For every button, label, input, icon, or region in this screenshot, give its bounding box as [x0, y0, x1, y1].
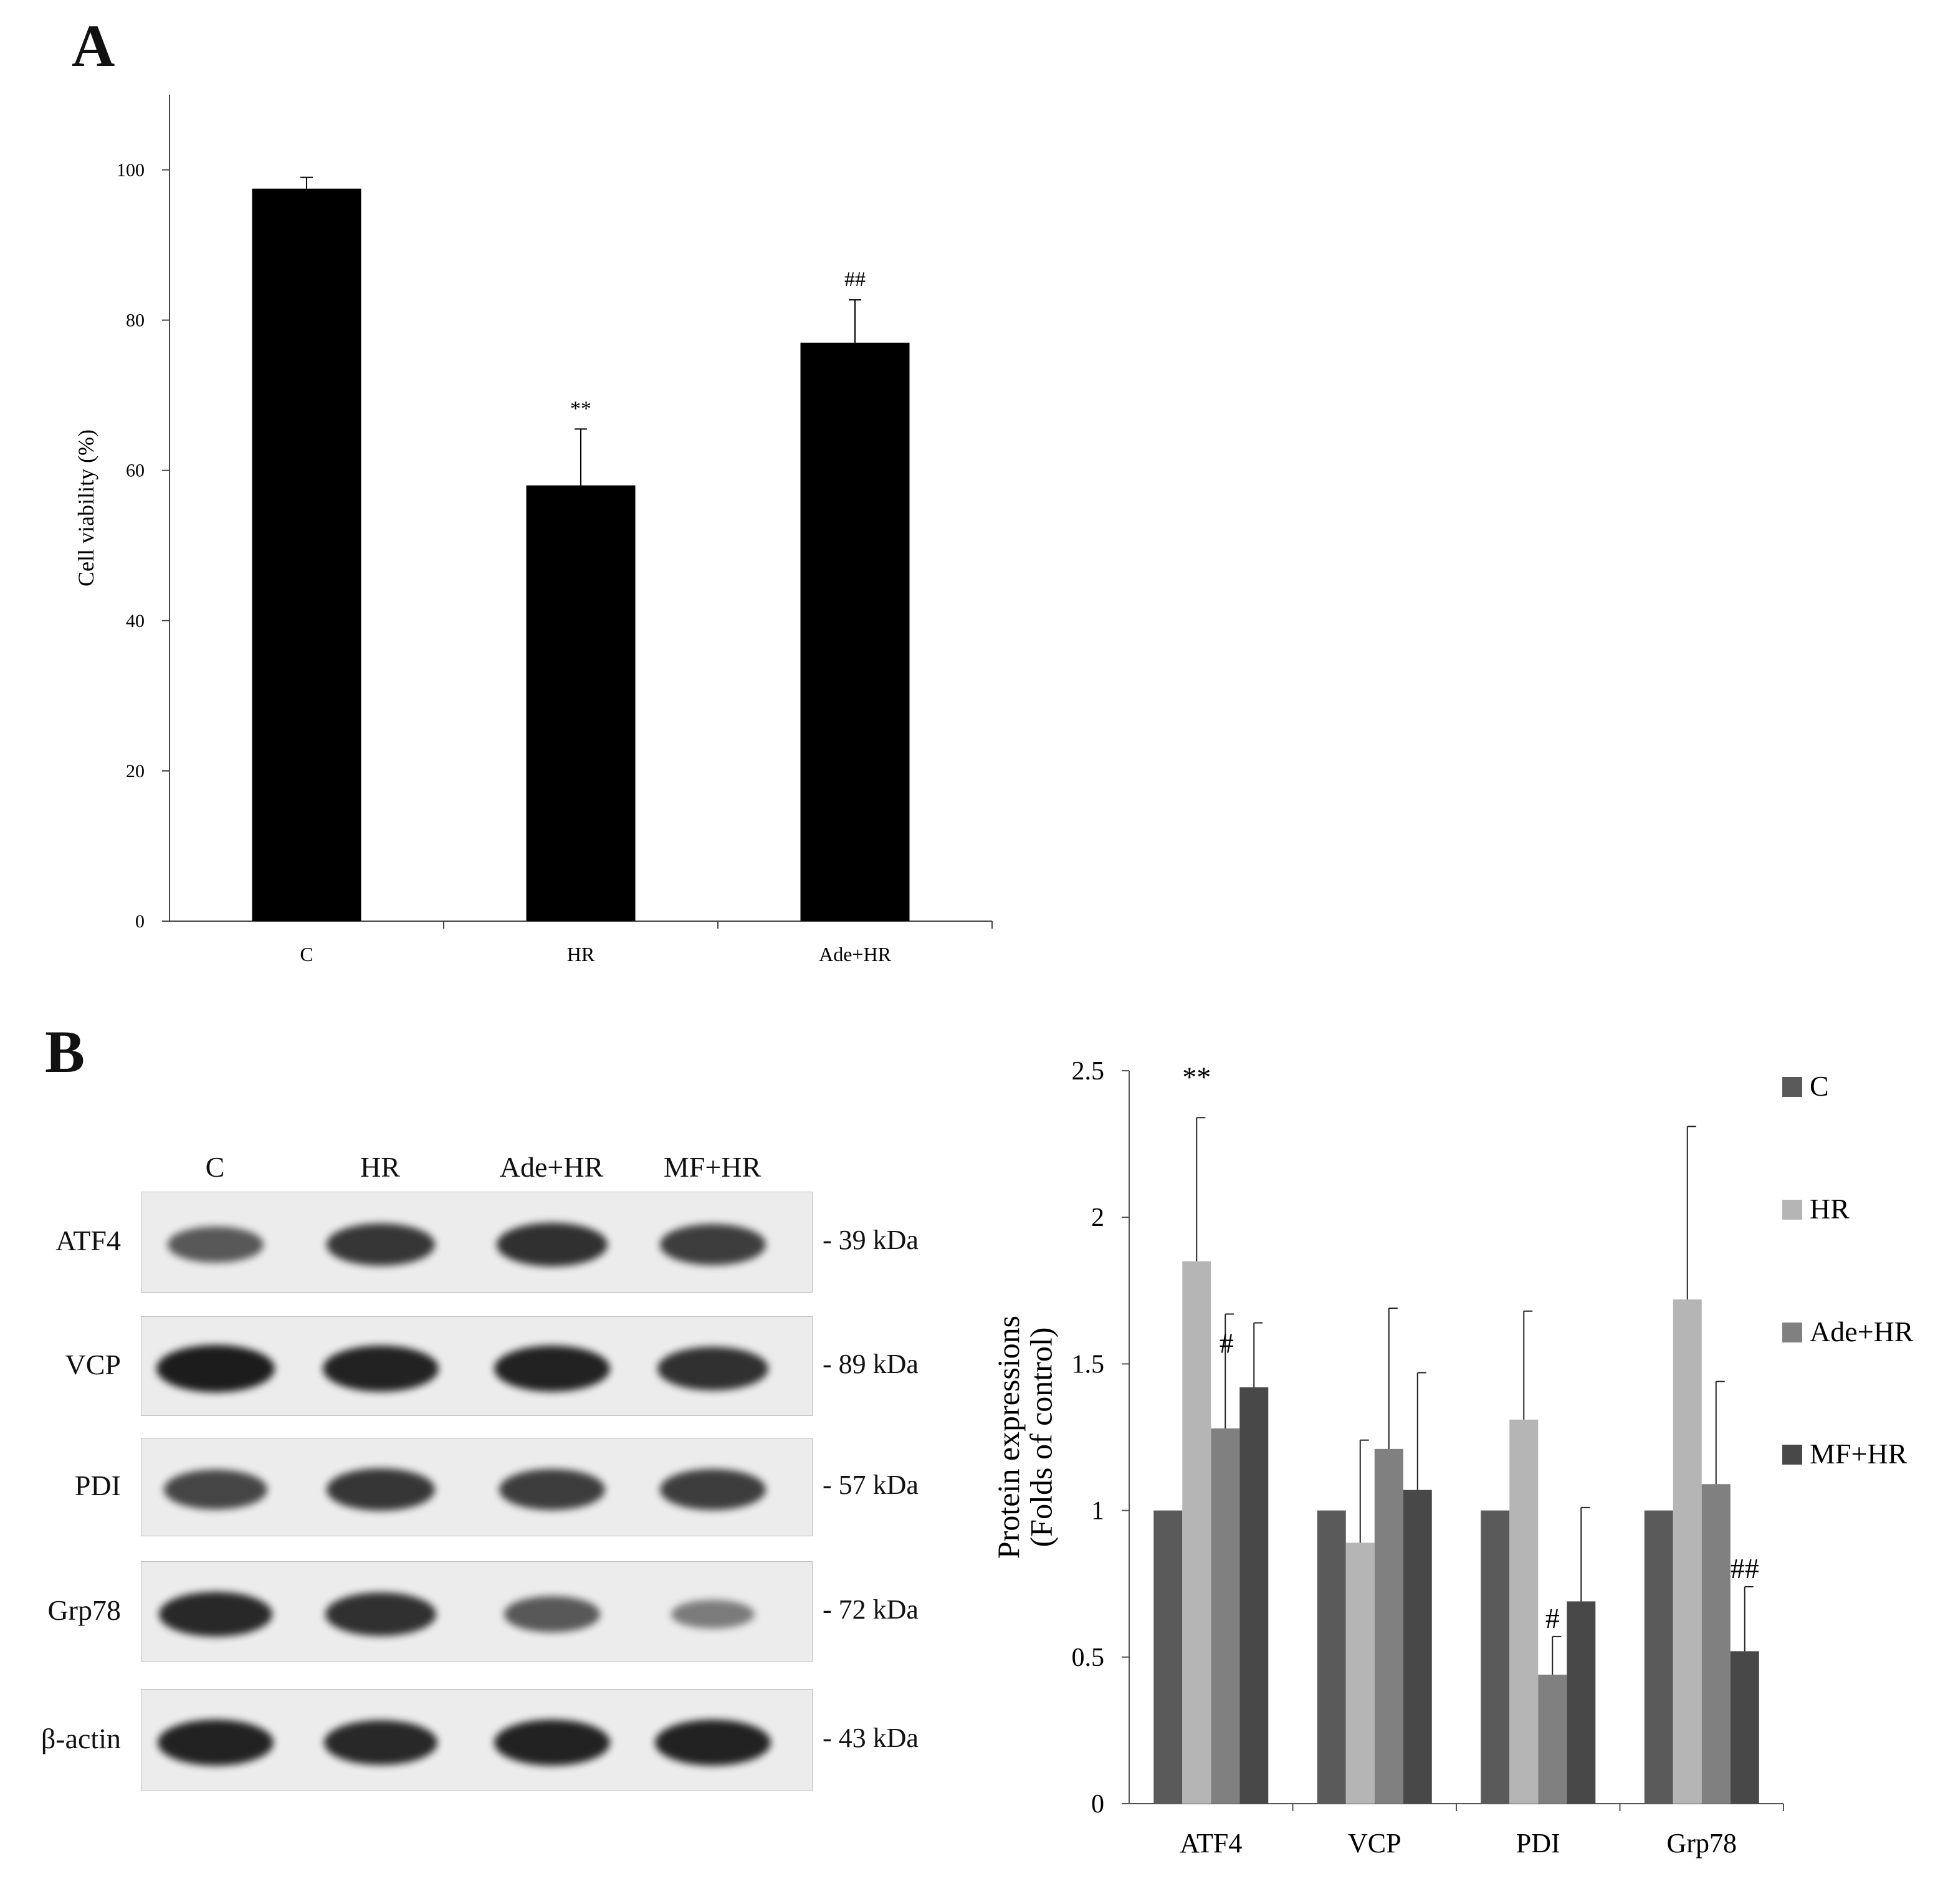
y-axis-label: Cell viability (%)	[74, 429, 98, 586]
significance-mark: **	[570, 397, 591, 420]
x-tick-label: Grp78	[1667, 1828, 1737, 1859]
bar-atf4-adehr	[1211, 1428, 1240, 1804]
x-tick-label: C	[300, 943, 313, 965]
x-tick-label: VCP	[1348, 1828, 1401, 1859]
bar-hr	[526, 485, 636, 921]
protein-band	[327, 1223, 435, 1266]
blot-row-label: PDI	[74, 1470, 121, 1501]
bar-grp78-hr	[1673, 1299, 1702, 1804]
y-tick-label: 20	[126, 761, 145, 782]
protein-band	[499, 1469, 605, 1510]
lane-label: C	[205, 1151, 225, 1183]
blot-row-label: β-actin	[41, 1723, 121, 1754]
legend-swatch-c	[1782, 1077, 1802, 1097]
cell-viability-chart: 0 20 40 60 80 100 C ** HR ## Ade+HR Cell viability …	[74, 95, 993, 965]
protein-band	[660, 1224, 766, 1265]
protein-band	[671, 1599, 755, 1629]
protein-band	[327, 1468, 435, 1511]
y-tick-label: 1.5	[1072, 1350, 1105, 1379]
y-tick-label: 40	[126, 611, 145, 631]
lane-label: HR	[360, 1151, 400, 1183]
bar-vcp-mfhr	[1403, 1490, 1432, 1804]
blot-strip	[141, 1561, 813, 1662]
bar-atf4-c	[1153, 1510, 1183, 1804]
bar-grp78-mfhr	[1730, 1651, 1759, 1804]
blot-strip	[141, 1192, 813, 1293]
blot-row-label: VCP	[65, 1349, 121, 1380]
x-tick-label: HR	[567, 943, 595, 965]
bar-atf4-hr	[1182, 1261, 1211, 1804]
y-tick-label: 0	[135, 911, 145, 932]
protein-band	[156, 1345, 275, 1392]
molecular-weight-label: - 43 kDa	[823, 1723, 919, 1753]
legend-swatch-mfhr	[1782, 1445, 1802, 1465]
legend-swatch-hr	[1782, 1200, 1802, 1220]
protein-band	[158, 1720, 274, 1766]
significance-mark: #	[1545, 1602, 1560, 1634]
y-tick-label: 0.5	[1072, 1643, 1105, 1672]
y-tick-label: 2	[1091, 1203, 1104, 1232]
y-tick-label: 0	[1091, 1790, 1104, 1819]
protein-band	[660, 1469, 766, 1510]
y-tick-label: 2.5	[1072, 1057, 1105, 1086]
bar-pdi-adehr	[1538, 1675, 1567, 1804]
protein-band	[164, 1470, 267, 1509]
lane-label: MF+HR	[663, 1151, 762, 1183]
bar-vcp-hr	[1345, 1543, 1375, 1804]
legend-label: HR	[1810, 1193, 1850, 1225]
protein-band	[325, 1592, 436, 1636]
bar-grp78-adehr	[1701, 1484, 1731, 1804]
blot-strip	[141, 1316, 813, 1416]
bar-pdi-mfhr	[1567, 1601, 1596, 1804]
y-axis-label-line1: Protein expressions	[991, 1316, 1026, 1559]
y-axis-label: Protein expressions(Folds of control)	[991, 1316, 1059, 1559]
bar-pdi-hr	[1509, 1419, 1539, 1804]
x-tick-label: Ade+HR	[819, 943, 891, 965]
y-axis-label-line2: (Folds of control)	[1024, 1328, 1059, 1548]
legend-label: Ade+HR	[1810, 1316, 1914, 1347]
blot-row-label: Grp78	[47, 1594, 121, 1626]
legend-swatch-adehr	[1782, 1323, 1802, 1342]
significance-mark: ##	[844, 268, 866, 291]
blot-strip	[141, 1438, 813, 1536]
protein-band	[504, 1596, 600, 1632]
bar-vcp-c	[1317, 1510, 1346, 1804]
y-tick-label: 60	[126, 461, 145, 481]
protein-band	[323, 1346, 439, 1392]
lane-label: Ade+HR	[499, 1151, 604, 1183]
protein-band	[655, 1720, 771, 1766]
protein-band	[168, 1227, 264, 1263]
protein-band	[497, 1223, 608, 1266]
panel-a-label: A	[72, 12, 115, 79]
y-tick-label: 1	[1091, 1497, 1104, 1526]
protein-band	[494, 1346, 610, 1392]
bar-grp78-c	[1644, 1510, 1673, 1804]
protein-expression-chart: 0 0.5 1 1.5 2 2.5 ** # ATF4 VCP # PDI ## Grp78 Protein…	[991, 1057, 1914, 1859]
blot-strip	[141, 1689, 813, 1791]
protein-band	[657, 1347, 768, 1390]
legend-label: C	[1810, 1070, 1829, 1102]
protein-band	[159, 1592, 272, 1637]
bar-pdi-c	[1481, 1510, 1510, 1804]
legend-label: MF+HR	[1810, 1438, 1908, 1470]
molecular-weight-label: - 72 kDa	[823, 1594, 919, 1625]
bar-c	[252, 188, 361, 921]
significance-mark: **	[1182, 1061, 1211, 1093]
blot-row-label: ATF4	[55, 1225, 121, 1256]
x-tick-label: ATF4	[1180, 1828, 1242, 1859]
bar-atf4-mfhr	[1239, 1387, 1269, 1804]
panel-b-label: B	[45, 1018, 85, 1085]
significance-mark: ##	[1731, 1552, 1759, 1584]
bar-vcp-adehr	[1374, 1448, 1403, 1804]
x-tick-label: PDI	[1516, 1828, 1560, 1859]
bar-adehr	[800, 342, 910, 921]
y-tick-label: 80	[126, 310, 145, 331]
molecular-weight-label: - 57 kDa	[823, 1470, 919, 1500]
protein-band	[494, 1720, 610, 1766]
molecular-weight-label: - 39 kDa	[823, 1225, 919, 1255]
protein-band	[324, 1720, 437, 1765]
molecular-weight-label: - 89 kDa	[823, 1349, 919, 1379]
significance-mark: #	[1220, 1327, 1234, 1359]
y-tick-label: 100	[117, 160, 145, 181]
